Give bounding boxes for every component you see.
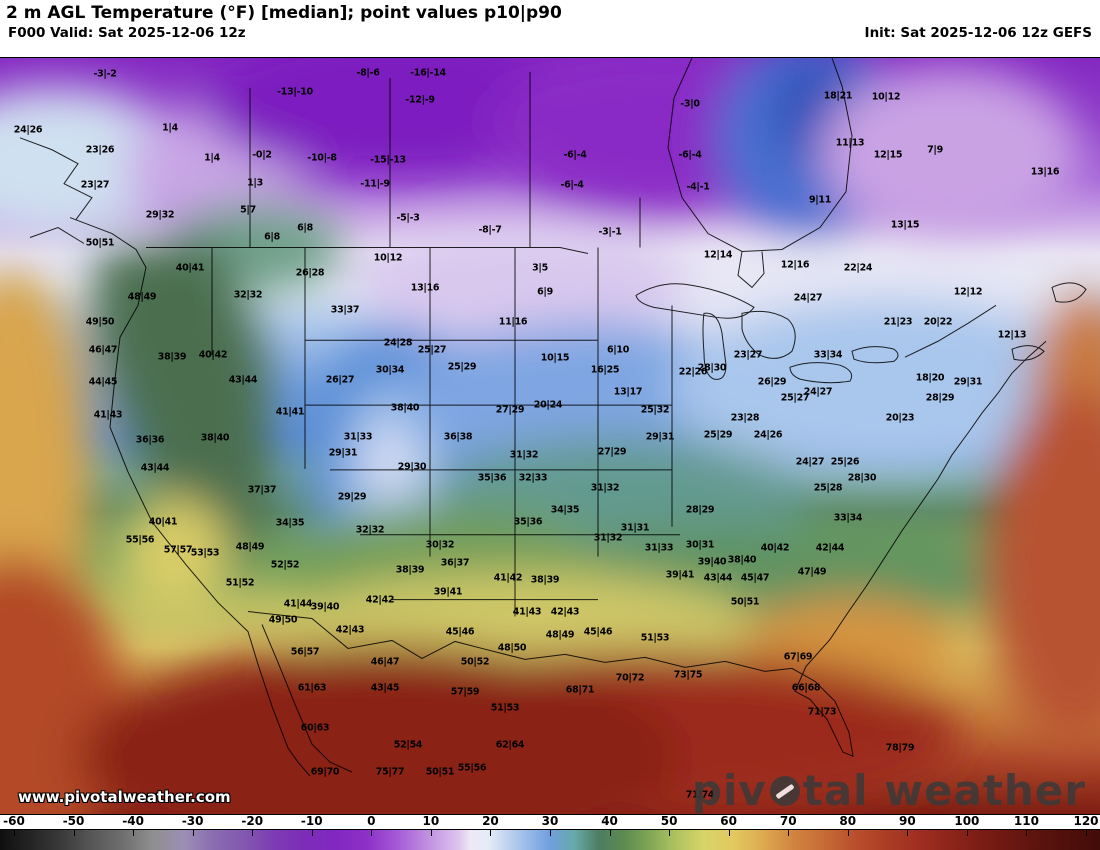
temperature-anomaly-blobs: [0, 58, 1100, 814]
us-mexico-border: [247, 611, 483, 659]
pacific-coastline: [69, 217, 311, 777]
colorbar-tick-label: 40: [601, 814, 618, 828]
colorbar-tick-mark: [252, 830, 254, 836]
us-canada-border: [146, 247, 589, 254]
alaska-coastline: [19, 137, 93, 244]
colorbar-tick-mark: [1026, 830, 1028, 836]
pivotal-weather-logo: piv tal weather: [692, 770, 1086, 812]
james-bay-coast: [737, 251, 765, 289]
logo-text-right: tal weather: [802, 766, 1086, 815]
colorbar-tick-mark: [907, 830, 909, 836]
watermark: www.pivotalweather.com: [18, 788, 231, 806]
colorbar-tick-label: -20: [241, 814, 264, 828]
colorbar-tick-label: -10: [300, 814, 323, 828]
temperature-colorbar: -60 -50 -40 -30 -20 -10 0 10 20 30 40 50 60 70 80 90 100…: [0, 814, 1100, 850]
colorbar-tick-mark: [490, 830, 492, 836]
lake-erie: [789, 362, 853, 384]
colorbar-tick-mark: [1086, 830, 1087, 836]
state-borders: [211, 247, 680, 617]
colorbar-tick-label: 0: [367, 814, 376, 828]
newfoundland: [1051, 282, 1087, 303]
colorbar-tick-mark: [669, 830, 671, 836]
colorbar-tick-label: -40: [122, 814, 144, 828]
nova-scotia: [1011, 345, 1045, 361]
logo-globe-icon: [769, 776, 800, 806]
map-borders: [19, 58, 1087, 777]
colorbar-tick-label: 50: [660, 814, 678, 828]
colorbar-tick-label: -30: [181, 814, 204, 828]
colorbar-tick-label: 70: [779, 814, 797, 828]
page-title: 2 m AGL Temperature (°F) [median]; point…: [6, 3, 562, 23]
colorbar-tick-mark: [371, 830, 373, 836]
colorbar-tick-mark: [966, 830, 968, 836]
map-canvas[interactable]: www.pivotalweather.com piv tal weather: [0, 57, 1100, 815]
lake-ontario: [851, 346, 899, 364]
colorbar-tick-mark: [311, 830, 313, 836]
map-header: 2 m AGL Temperature (°F) [median]; point…: [0, 0, 1100, 57]
colorbar-tick-label: 10: [422, 814, 440, 828]
colorbar-tick-label: 80: [839, 814, 857, 828]
colorbar-tick-label: 60: [720, 814, 738, 828]
colorbar-tick-mark: [133, 830, 135, 836]
colorbar-tick-mark: [609, 830, 611, 836]
colorbar-tick-mark: [788, 830, 790, 836]
colorbar-tick-mark: [728, 830, 730, 836]
logo-text-left: piv: [691, 766, 767, 815]
colorbar-gradient: [0, 829, 1100, 850]
gulf-atlantic-coastline: [481, 340, 1047, 757]
colorbar-tick-label: 20: [482, 814, 499, 828]
lake-huron: [741, 310, 796, 359]
colorbar-tick-mark: [550, 830, 551, 836]
colorbar-tick-mark: [73, 830, 75, 836]
colorbar-tick-label: 30: [541, 814, 559, 828]
colorbar-tick-mark: [430, 830, 432, 836]
colorbar-tick-label: -50: [62, 814, 85, 828]
temperature-field-svg: [0, 58, 1100, 814]
hudson-bay-coast: [667, 58, 853, 252]
colorbar-tick-mark: [192, 830, 194, 836]
lake-michigan: [702, 312, 727, 380]
province-borders: [249, 71, 641, 248]
init-time-label: Init: Sat 2025-12-06 12z GEFS: [864, 25, 1092, 41]
colorbar-tick-label: 120: [1073, 814, 1099, 828]
colorbar-tick-label: 100: [954, 814, 980, 828]
colorbar-tick-labels: -60 -50 -40 -30 -20 -10 0 10 20 30 40 50 60 70 80 90 100…: [0, 814, 1100, 829]
colorbar-tick-label: 90: [898, 814, 916, 828]
colorbar-tick-mark: [847, 830, 849, 836]
colorbar-tick-label: -60: [3, 814, 25, 828]
colorbar-tick-label: 110: [1013, 814, 1039, 828]
gulf-of-california-coast: [261, 624, 353, 773]
valid-time-label: F000 Valid: Sat 2025-12-06 12z: [8, 25, 246, 41]
colorbar-tick-mark: [14, 830, 15, 836]
st-lawrence-river: [904, 304, 997, 358]
